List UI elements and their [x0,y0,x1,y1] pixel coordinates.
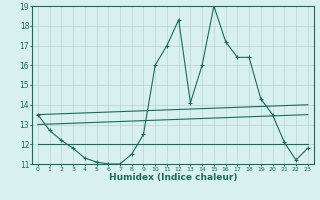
X-axis label: Humidex (Indice chaleur): Humidex (Indice chaleur) [108,173,237,182]
